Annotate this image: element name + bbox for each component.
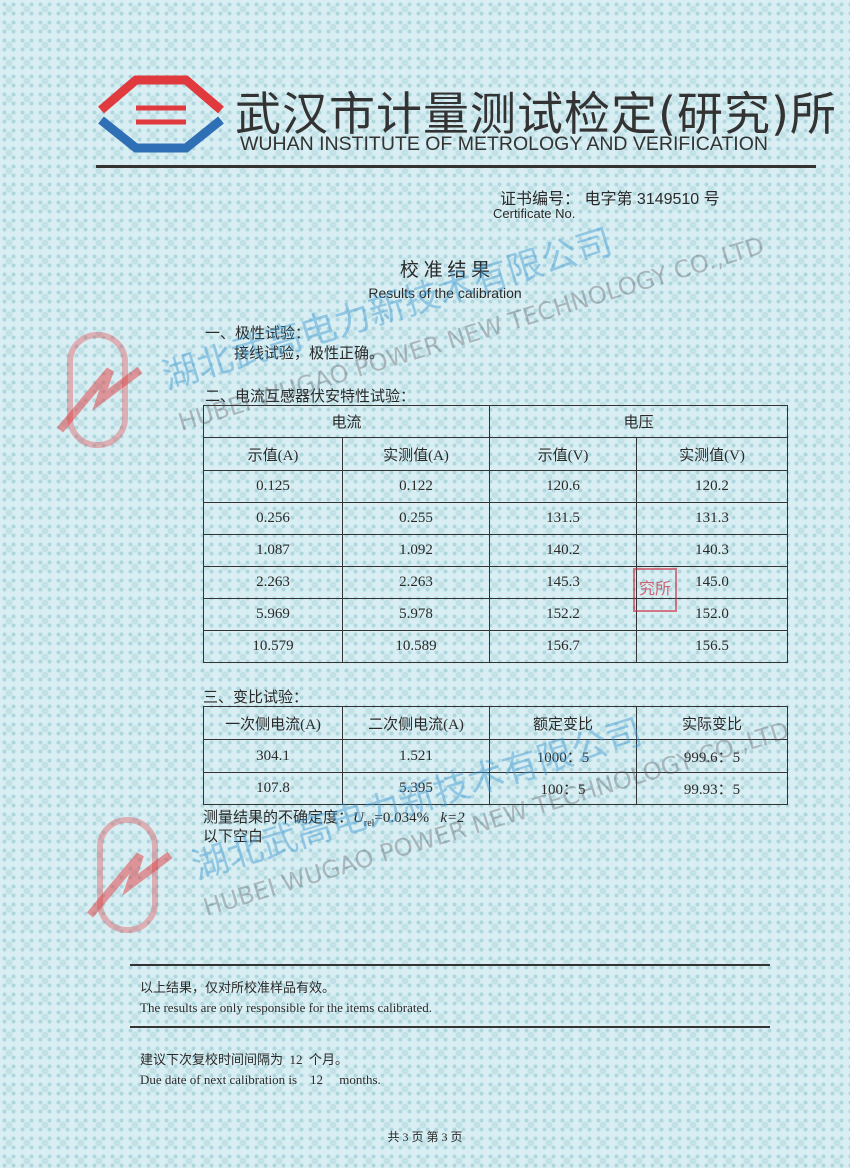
- validity-en: The results are only responsible for the…: [140, 1000, 433, 1015]
- table-cell: 1.087: [203, 534, 343, 567]
- table-row: 0.256 0.255 131.5 131.3: [203, 502, 788, 535]
- table-cell: 2.263: [342, 566, 490, 599]
- table-row: 304.1 1.521 1000：5 999.6：5: [203, 739, 788, 773]
- table-row: 107.8 5.395 100：5 99.93：5: [203, 772, 788, 805]
- table-row: 2.263 2.263 145.3 145.0: [203, 566, 788, 599]
- column-header: 实测值(A): [342, 437, 490, 471]
- due-cn: 建议下次复校时间间隔为 12 个月。: [140, 1052, 349, 1067]
- va-test-table: 电流 电压 示值(A) 实测值(A) 示值(V) 实测值(V) 0.125 0.122 12…: [203, 405, 788, 663]
- certificate-number: 证书编号： 电字第 3149510 号: [500, 185, 720, 209]
- table-cell: 999.6：5: [636, 739, 788, 773]
- column-header: 实测值(V): [636, 437, 788, 471]
- table-cell: 1.092: [342, 534, 490, 567]
- table-row: 0.125 0.122 120.6 120.2: [203, 470, 788, 503]
- table-cell: 152.2: [489, 598, 637, 631]
- page-footer: 共 3 页 第 3 页: [387, 1130, 463, 1144]
- section-subtitle: Results of the calibration: [368, 285, 522, 301]
- table-cell: 120.2: [636, 470, 788, 503]
- table-cell: 1.521: [342, 739, 490, 773]
- table-cell: 304.1: [203, 739, 343, 773]
- group-header: 电流: [203, 405, 490, 438]
- table-cell: 0.255: [342, 502, 490, 535]
- table-cell: 5.978: [342, 598, 490, 631]
- table-cell: 140.3: [636, 534, 788, 567]
- institute-logo: [98, 75, 224, 153]
- table-cell: 100：5: [489, 772, 637, 805]
- certificate-label-en: Certificate No.: [493, 206, 576, 221]
- table-row: 1.087 1.092 140.2 140.3: [203, 534, 788, 567]
- table-cell: 5.395: [342, 772, 490, 805]
- section-title: 校 准 结 果: [399, 260, 491, 281]
- va-test-heading: 二、电流互感器伏安特性试验：: [205, 389, 416, 405]
- table-cell: 0.125: [203, 470, 343, 503]
- table-cell: 152.0: [636, 598, 788, 631]
- table-cell: 5.969: [203, 598, 343, 631]
- validity-cn: 以上结果，仅对所校准样品有效。: [140, 980, 336, 995]
- table-cell: 0.122: [342, 470, 490, 503]
- table-row: 10.579 10.589 156.7 156.5: [203, 630, 788, 663]
- watermark-logo-icon: [86, 817, 173, 933]
- table-cell: 131.5: [489, 502, 637, 535]
- ratio-test-heading: 三、变比试验：: [203, 690, 309, 706]
- table-cell: 0.256: [203, 502, 343, 535]
- group-header: 电压: [489, 405, 788, 438]
- column-header: 额定变比: [489, 706, 637, 740]
- table-cell: 156.5: [636, 630, 788, 663]
- table-cell: 145.3: [489, 566, 637, 599]
- table-cell: 107.8: [203, 772, 343, 805]
- column-header: 示值(V): [489, 437, 637, 471]
- column-header: 二次侧电流(A): [342, 706, 490, 740]
- column-header: 一次侧电流(A): [203, 706, 343, 740]
- institute-title-en: WUHAN INSTITUTE OF METROLOGY AND VERIFIC…: [240, 133, 768, 155]
- due-en: Due date of next calibration is 12 month…: [140, 1072, 381, 1087]
- ratio-test-table: 一次侧电流(A) 二次侧电流(A) 额定变比 实际变比 304.1 1.521 1000：…: [203, 706, 788, 805]
- table-cell: 2.263: [203, 566, 343, 599]
- table-cell: 10.589: [342, 630, 490, 663]
- table-cell: 120.6: [489, 470, 637, 503]
- institute-title-cn: 武汉市计量测试检定(研究)所: [235, 87, 837, 141]
- column-header: 示值(A): [203, 437, 343, 471]
- table-row: 5.969 5.978 152.2 152.0: [203, 598, 788, 631]
- polarity-heading: 一、极性试验：: [205, 326, 311, 342]
- certificate-label: 证书编号：: [500, 191, 581, 208]
- official-stamp: 究所: [633, 568, 677, 612]
- table-cell: 140.2: [489, 534, 637, 567]
- uncertainty: 测量结果的不确定度：Urel=0.034% k=2: [203, 810, 465, 829]
- watermark-logo-icon: [56, 332, 143, 448]
- table-cell: 10.579: [203, 630, 343, 663]
- blank-note: 以下空白: [203, 829, 264, 845]
- table-cell: 131.3: [636, 502, 788, 535]
- column-header: 实际变比: [636, 706, 788, 740]
- polarity-result: 接线试验，极性正确。: [234, 346, 385, 362]
- table-cell: 156.7: [489, 630, 637, 663]
- table-cell: 99.93：5: [636, 772, 788, 805]
- table-cell: 1000：5: [489, 739, 637, 773]
- certificate-value: 电字第 3149510 号: [584, 191, 720, 208]
